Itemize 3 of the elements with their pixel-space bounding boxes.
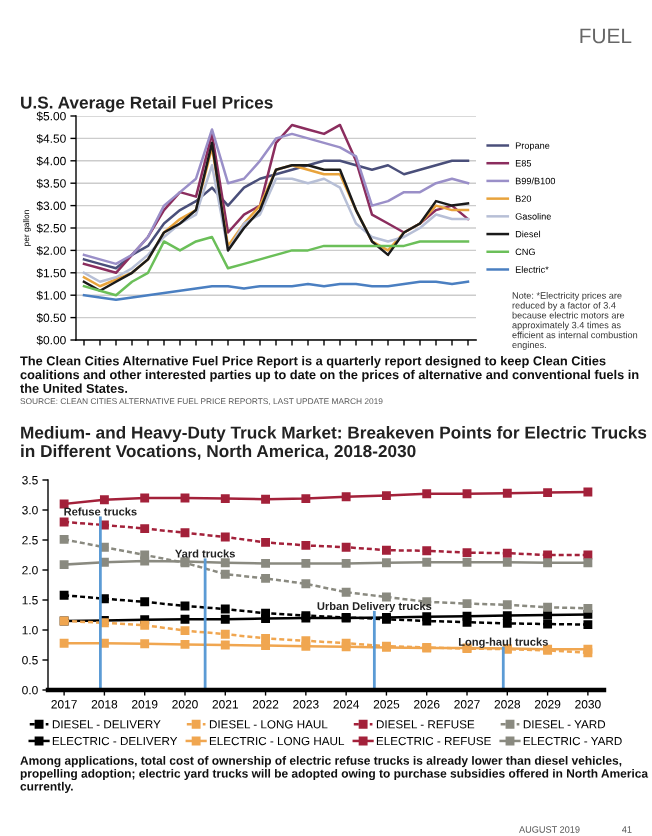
chart-title: U.S. Average Retail Fuel Prices	[21, 96, 273, 113]
text: FUEL	[580, 28, 632, 44]
chart-title: Medium- and Heavy-Duty Truck Market: Breakeven Points for Electric Trucks in Different Vocations, North America, 2018-2030	[21, 426, 647, 460]
